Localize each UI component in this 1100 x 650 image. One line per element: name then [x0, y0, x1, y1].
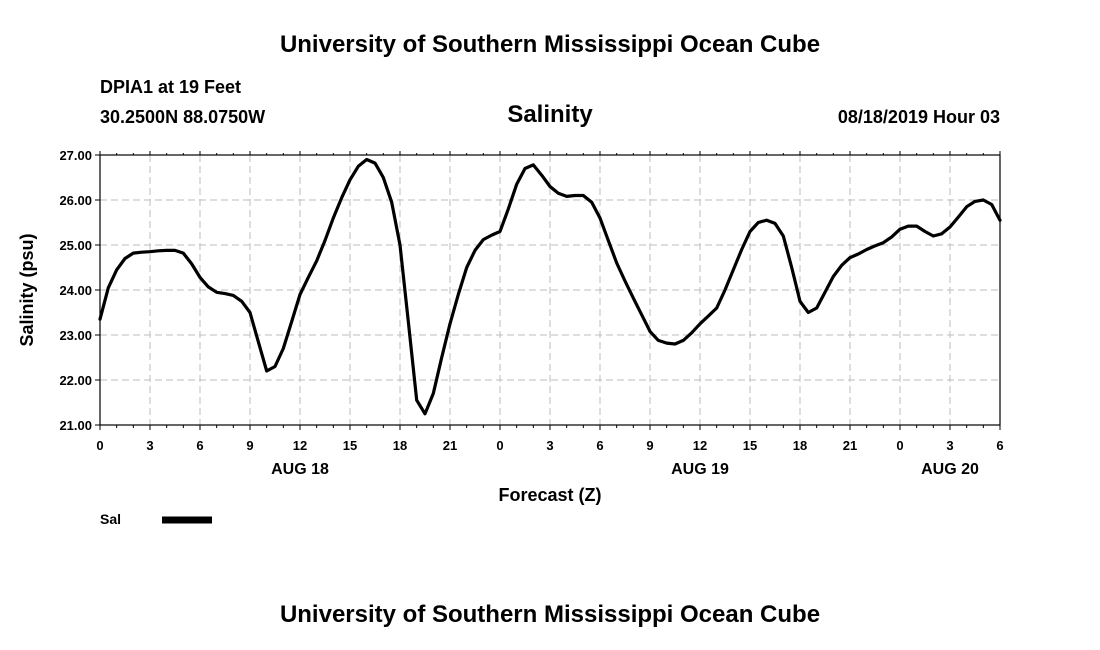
x-tick-label: 12 [293, 438, 307, 453]
y-axis-label: Salinity (psu) [17, 233, 37, 346]
x-tick-label: 0 [896, 438, 903, 453]
y-tick-label: 24.00 [59, 283, 92, 298]
x-tick-label: 0 [96, 438, 103, 453]
y-tick-label: 25.00 [59, 238, 92, 253]
date-labels: AUG 18 AUG 19 AUG 20 [271, 461, 979, 478]
axis-ticks [95, 151, 1001, 430]
x-tick-label: 3 [546, 438, 553, 453]
x-tick-label: 6 [996, 438, 1003, 453]
bottom-title: University of Southern Mississippi Ocean… [279, 601, 821, 628]
x-tick-label: 21 [443, 438, 457, 453]
y-tick-label: 27.00 [59, 148, 92, 163]
date-label: AUG 20 [921, 461, 979, 478]
x-tick-label: 15 [343, 438, 357, 453]
x-tick-label: 9 [246, 438, 253, 453]
date-label: AUG 18 [271, 461, 329, 478]
station-name: DPIA1 at 19 Feet [100, 77, 242, 97]
series-line-sal [98, 157, 1002, 416]
y-tick-labels: 21.00 22.00 23.00 24.00 25.00 26.00 27.00 [59, 148, 92, 433]
x-tick-label: 6 [596, 438, 603, 453]
y-tick-label: 22.00 [59, 373, 92, 388]
x-tick-label: 0 [496, 438, 503, 453]
date-label: AUG 19 [671, 461, 729, 478]
top-title: University of Southern Mississippi Ocean… [279, 31, 821, 58]
x-tick-label: 12 [693, 438, 707, 453]
x-axis-label: Forecast (Z) [498, 485, 601, 505]
x-tick-label: 21 [843, 438, 857, 453]
x-tick-label: 15 [743, 438, 757, 453]
chart-title: Salinity [507, 101, 593, 128]
x-tick-label: 3 [146, 438, 153, 453]
x-tick-label: 6 [196, 438, 203, 453]
x-tick-label: 18 [793, 438, 807, 453]
x-tick-label: 9 [646, 438, 653, 453]
y-tick-label: 26.00 [59, 193, 92, 208]
y-tick-label: 21.00 [59, 418, 92, 433]
x-tick-label: 18 [393, 438, 407, 453]
x-tick-label: 3 [946, 438, 953, 453]
y-tick-label: 23.00 [59, 328, 92, 343]
forecast-datetime: 08/18/2019 Hour 03 [837, 107, 1000, 127]
station-location: 30.2500N 88.0750W [100, 107, 266, 127]
x-tick-labels: 0 3 6 9 12 15 18 21 0 3 6 9 12 15 18 21 0 3 6 [96, 438, 1003, 453]
grid-lines [100, 155, 1000, 425]
legend-label: Sal [100, 511, 121, 527]
